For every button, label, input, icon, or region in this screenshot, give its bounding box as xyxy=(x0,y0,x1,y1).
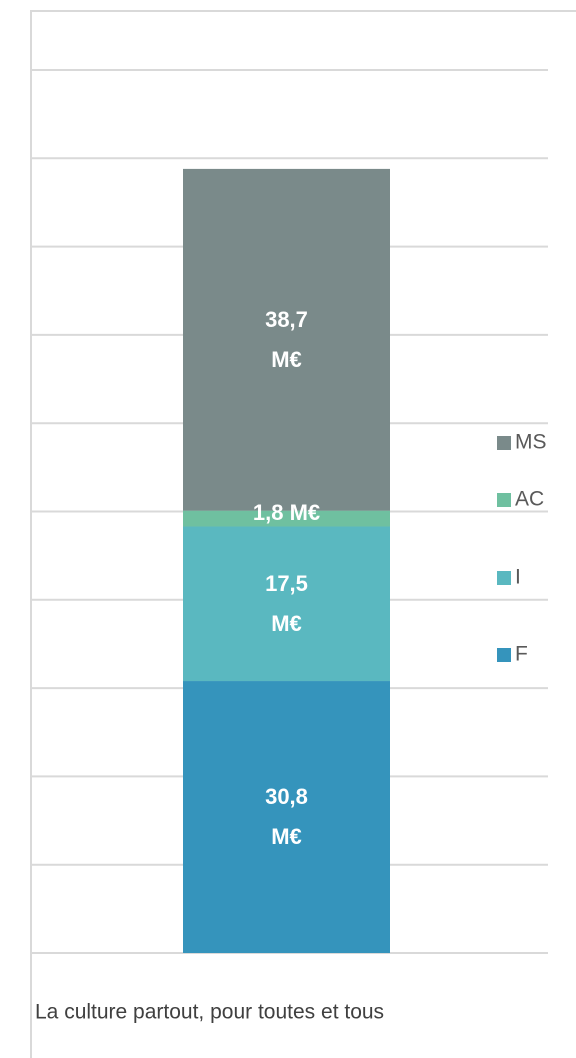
bar-segment xyxy=(183,526,390,682)
bar-segment xyxy=(183,510,390,527)
legend-swatch xyxy=(497,493,511,507)
legend-label: I xyxy=(515,566,521,589)
legend-label: F xyxy=(515,643,528,666)
legend-swatch xyxy=(497,436,511,450)
value-label: 30,8 M€ xyxy=(265,784,308,850)
legend-label: MS xyxy=(515,431,547,454)
bar-segment xyxy=(183,168,390,511)
value-label: 1,8 M€ xyxy=(252,499,321,525)
value-label: 38,7 M€ xyxy=(265,306,308,372)
value-label: 17,5 M€ xyxy=(265,570,308,636)
legend-swatch xyxy=(497,571,511,585)
legend-swatch xyxy=(497,648,511,662)
x-tick-label: La culture partout, pour toutes et tous xyxy=(35,1001,384,1024)
legend-label: AC xyxy=(515,488,544,511)
bar-segment xyxy=(183,681,390,953)
